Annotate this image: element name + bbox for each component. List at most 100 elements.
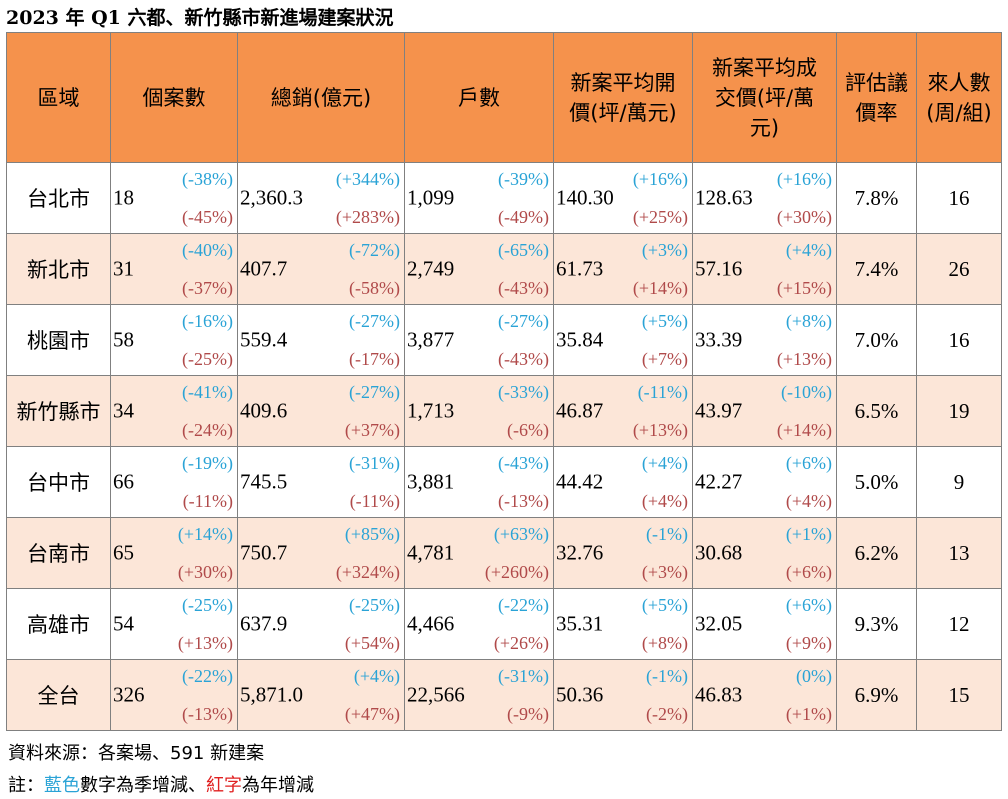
avg-deal-price-cell: 33.39 (+8%) (+13%) [692,304,837,376]
header-cases: 個案數 [110,32,238,163]
visitors-cell: 26 [916,233,1002,305]
quarter-change: (+5%) [641,595,688,615]
legend-red-word: 紅字 [206,775,242,796]
units-cell: 4,466 (-22%) (+26%) [404,588,554,660]
avg-deal-price-cell: 32.05 (+6%) (+9%) [692,588,837,660]
year-change: (-25%) [182,349,233,369]
units-cell: 3,881 (-43%) (-13%) [404,446,554,518]
units-cell: 2,749 (-65%) (-43%) [404,233,554,305]
value: 54 [113,611,134,636]
value: 30.68 [695,540,743,565]
cases-cell: 34 (-41%) (-24%) [110,375,238,447]
table-row: 新北市 31 (-40%) (-37%) 407.7 (-72%) (-58%) 2,749 (… [6,233,1002,305]
value: 637.9 [240,611,288,636]
legend-red-suffix: 為年增減 [242,775,314,796]
cases-cell: 58 (-16%) (-25%) [110,304,238,376]
bargain-rate-cell: 5.0% [836,446,917,518]
quarter-change: (-11%) [637,382,688,402]
year-change: (+37%) [344,420,400,440]
value: 409.6 [240,398,288,423]
value: 750.7 [240,540,288,565]
avg-deal-price-cell: 128.63 (+16%) (+30%) [692,162,837,234]
region-cell: 高雄市 [6,588,111,660]
quarter-change: (-27%) [349,311,400,331]
visitors-cell: 15 [916,659,1002,731]
avg-deal-price-cell: 46.83 (0%) (+1%) [692,659,837,731]
year-change: (-43%) [498,349,549,369]
quarter-change: (+4%) [641,453,688,473]
total-sales-cell: 637.9 (-25%) (+54%) [237,588,405,660]
value: 35.31 [556,611,604,636]
total-sales-cell: 559.4 (-27%) (-17%) [237,304,405,376]
table-row: 新竹縣市 34 (-41%) (-24%) 409.6 (-27%) (+37%) 1,713… [6,375,1002,447]
year-change: (+30%) [776,207,832,227]
quarter-change: (-22%) [498,595,549,615]
value: 66 [113,469,134,494]
quarter-change: (-10%) [781,382,832,402]
region-cell: 全台 [6,659,111,731]
quarter-change: (-72%) [349,240,400,260]
table-row: 全台 326 (-22%) (-13%) 5,871.0 (+4%) (+47%) 22,56… [6,659,1002,731]
header-row: 區域 個案數 總銷(億元) 戶數 新案平均開 價(坪/萬元) 新案平均成 交價(… [6,32,1002,163]
avg-deal-price-cell: 57.16 (+4%) (+15%) [692,233,837,305]
avg-ask-price-cell: 140.30 (+16%) (+25%) [553,162,693,234]
value: 32.76 [556,540,604,565]
region-cell: 新北市 [6,233,111,305]
total-sales-cell: 5,871.0 (+4%) (+47%) [237,659,405,731]
value: 65 [113,540,134,565]
year-change: (+8%) [641,633,688,653]
units-cell: 3,877 (-27%) (-43%) [404,304,554,376]
header-total-sales: 總銷(億元) [237,32,405,163]
value: 4,466 [407,611,455,636]
value: 35.84 [556,327,604,352]
units-cell: 22,566 (-31%) (-9%) [404,659,554,731]
quarter-change: (-25%) [182,595,233,615]
value: 2,360.3 [240,185,303,210]
year-change: (-13%) [498,491,549,511]
year-change: (-13%) [182,704,233,724]
visitors-cell: 13 [916,517,1002,589]
year-change: (-49%) [498,207,549,227]
value: 46.83 [695,682,743,707]
quarter-change: (+16%) [776,169,832,189]
bargain-rate-cell: 7.8% [836,162,917,234]
cases-cell: 31 (-40%) (-37%) [110,233,238,305]
quarter-change: (+85%) [344,524,400,544]
value: 1,099 [407,185,455,210]
quarter-change: (+1%) [785,524,832,544]
avg-ask-price-cell: 32.76 (-1%) (+3%) [553,517,693,589]
header-line: 新案平均開 [570,70,676,95]
year-change: (-17%) [349,349,400,369]
bargain-rate-cell: 7.4% [836,233,917,305]
header-line: 來人數 [927,70,991,95]
value: 32.05 [695,611,743,636]
year-change: (-11%) [182,491,233,511]
header-avg-ask-price: 新案平均開 價(坪/萬元) [553,32,693,163]
year-change: (+15%) [776,278,832,298]
value: 44.42 [556,469,604,494]
legend-prefix: 註： [8,775,44,796]
value: 4,781 [407,540,455,565]
header-line: (周/組) [926,100,992,125]
year-change: (+54%) [344,633,400,653]
table-row: 台南市 65 (+14%) (+30%) 750.7 (+85%) (+324%) 4,781… [6,517,1002,589]
total-sales-cell: 409.6 (-27%) (+37%) [237,375,405,447]
quarter-change: (+8%) [785,311,832,331]
value: 1,713 [407,398,455,423]
avg-ask-price-cell: 44.42 (+4%) (+4%) [553,446,693,518]
year-change: (+14%) [776,420,832,440]
header-line: 價率 [855,100,898,125]
avg-deal-price-cell: 42.27 (+6%) (+4%) [692,446,837,518]
quarter-change: (+16%) [632,169,688,189]
bargain-rate-cell: 7.0% [836,304,917,376]
value: 43.97 [695,398,743,423]
quarter-change: (-27%) [349,382,400,402]
year-change: (-2%) [646,704,688,724]
quarter-change: (-38%) [182,169,233,189]
quarter-change: (-39%) [498,169,549,189]
value: 18 [113,185,134,210]
quarter-change: (-19%) [182,453,233,473]
value: 34 [113,398,134,423]
source-note: 資料來源：各案場、591 新建案 [8,743,265,764]
year-change: (+324%) [335,562,400,582]
